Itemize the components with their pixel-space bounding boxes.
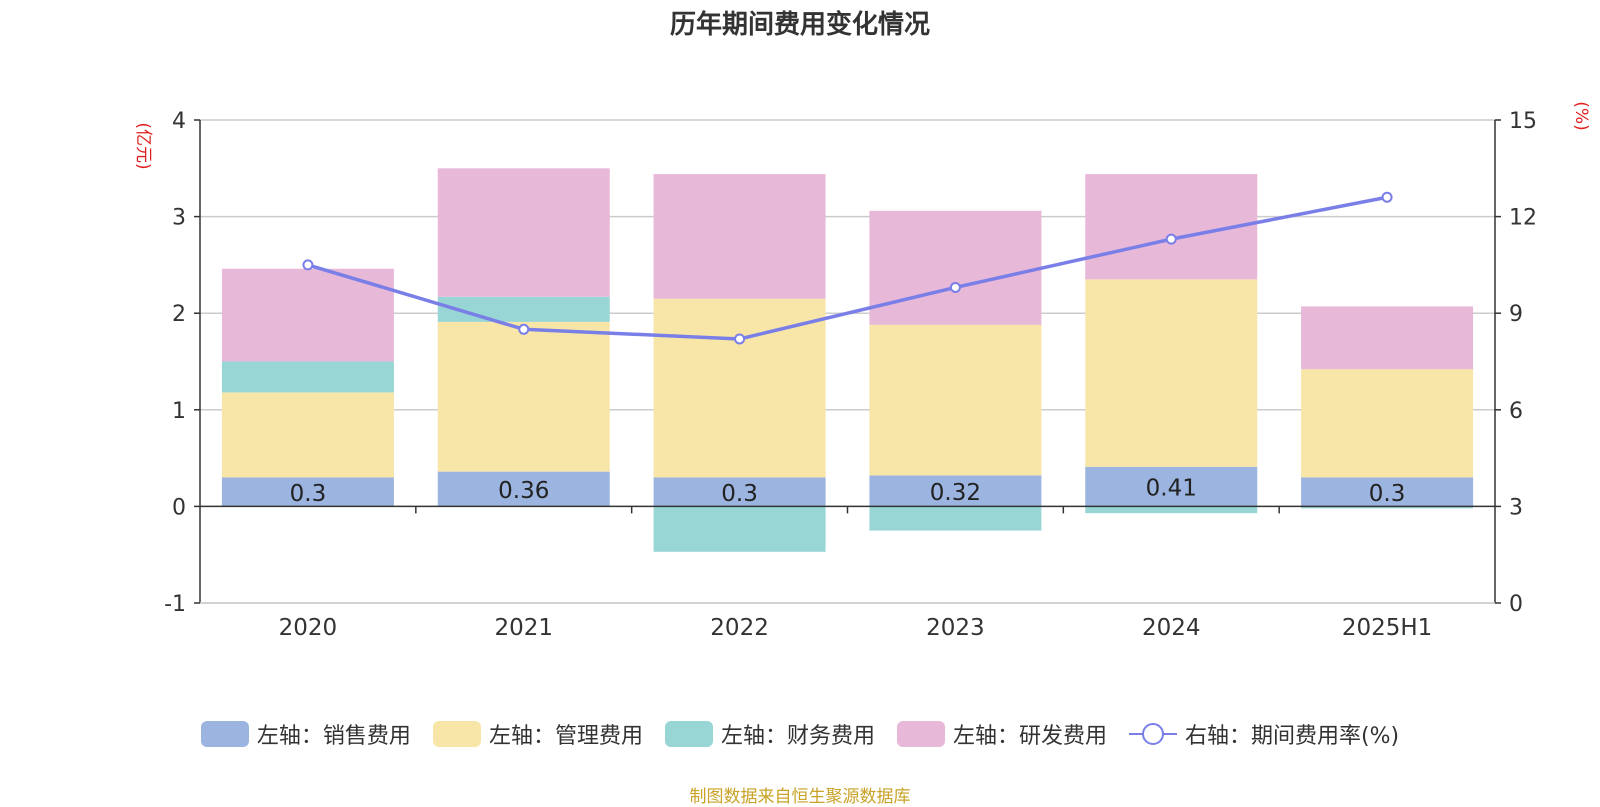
- bar-finance-2021: [437, 296, 610, 322]
- expense-rate-point-2024: [1165, 233, 1177, 245]
- legend-label-expense-rate: 右轴：期间费用率(%): [1184, 724, 1400, 749]
- data-label-sales-2020: 0.3: [290, 481, 327, 507]
- bar-rnd-2021: [437, 168, 610, 297]
- right-axis-tick-label: 0: [1509, 592, 1523, 617]
- left-axis-tick-label: 3: [172, 206, 186, 231]
- legend-swatch-expense-rate: [1128, 721, 1177, 747]
- data-source: 制图数据来自恒生聚源数据库: [689, 787, 911, 807]
- legend-item-sales[interactable]: 左轴：销售费用: [200, 718, 411, 750]
- bar-finance-2022: [653, 506, 826, 552]
- bar-rnd-2022: [653, 174, 826, 299]
- bar-sales-2022: [653, 477, 826, 507]
- legend-item-admin[interactable]: 左轴：管理费用: [432, 718, 643, 750]
- data-label-sales-2022: 0.3: [721, 481, 758, 507]
- bar-finance-2023: [869, 506, 1042, 531]
- bar-admin-2024: [1085, 279, 1258, 467]
- x-axis-tick-label: 2022: [710, 615, 769, 641]
- bar-sales-2021: [437, 471, 610, 507]
- legend-label-rnd: 左轴：研发费用: [952, 724, 1107, 749]
- right-axis-tick-label: 12: [1509, 206, 1537, 231]
- data-label-sales-2021: 0.36: [498, 478, 549, 504]
- left-axis-tick-label: 2: [172, 302, 186, 327]
- bar-admin-2021: [437, 321, 610, 472]
- x-axis-tick-label: 2020: [279, 615, 338, 641]
- expense-rate-point-2023: [949, 281, 961, 293]
- x-axis-tick-label: 2023: [926, 615, 985, 641]
- expense-rate-line: [307, 195, 1388, 341]
- left-axis-tick-label: 0: [172, 495, 186, 520]
- legend-swatch-finance: [664, 721, 713, 747]
- left-axis-tick-label: 4: [172, 109, 186, 134]
- bar-finance-2025H1: [1301, 506, 1474, 509]
- data-label-sales-2023: 0.32: [930, 480, 981, 506]
- legend-item-finance[interactable]: 左轴：财务费用: [664, 718, 875, 750]
- bar-sales-2023: [869, 475, 1042, 507]
- legend-label-sales: 左轴：销售费用: [256, 724, 411, 749]
- right-axis-tick-label: 15: [1509, 109, 1537, 134]
- expense-rate-point-2021: [518, 323, 530, 335]
- x-axis-tick-label: 2024: [1142, 615, 1201, 641]
- expense-rate-point-2025H1: [1381, 191, 1393, 203]
- legend-swatch-admin: [432, 721, 481, 747]
- x-axis-tick-label: 2021: [494, 615, 553, 641]
- legend-item-rnd[interactable]: 左轴：研发费用: [896, 718, 1107, 750]
- legend-label-admin: 左轴：管理费用: [488, 724, 643, 749]
- data-label-sales-2025H1: 0.3: [1369, 481, 1406, 507]
- bar-sales-2025H1: [1301, 477, 1474, 507]
- data-label-sales-2024: 0.41: [1146, 476, 1197, 502]
- bar-sales-2024: [1085, 466, 1258, 507]
- legend-item-expense-rate[interactable]: 右轴：期间费用率(%): [1128, 718, 1400, 750]
- bar-admin-2022: [653, 298, 826, 478]
- bar-rnd-2025H1: [1301, 306, 1474, 370]
- bar-finance-2024: [1085, 506, 1258, 514]
- right-axis-label: (%): [1571, 101, 1591, 130]
- bar-rnd-2023: [869, 210, 1042, 325]
- left-axis-label: (亿元): [133, 122, 153, 169]
- bar-admin-2025H1: [1301, 369, 1474, 478]
- expense-rate-point-2020: [302, 259, 314, 271]
- bar-admin-2023: [869, 324, 1042, 476]
- bar-rnd-2020: [221, 268, 394, 362]
- left-axis-tick-label: 1: [172, 399, 186, 424]
- chart-title: 历年期间费用变化情况: [669, 10, 930, 40]
- bar-finance-2020: [221, 361, 394, 393]
- left-axis-tick-label: -1: [164, 592, 186, 617]
- legend: 左轴：销售费用 左轴：管理费用 左轴：财务费用 左轴：研发费用 右轴：期间费用率…: [0, 718, 1600, 750]
- right-axis-tick-label: 9: [1509, 302, 1523, 327]
- right-axis-tick-label: 3: [1509, 495, 1523, 520]
- x-axis-tick-label: 2025H1: [1342, 615, 1432, 641]
- right-axis-tick-label: 6: [1509, 399, 1523, 424]
- expense-rate-point-2022: [734, 333, 746, 345]
- legend-swatch-sales: [200, 721, 249, 747]
- legend-label-finance: 左轴：财务费用: [720, 724, 875, 749]
- legend-swatch-rnd: [896, 721, 945, 747]
- bar-admin-2020: [221, 392, 394, 478]
- bar-sales-2020: [221, 477, 394, 507]
